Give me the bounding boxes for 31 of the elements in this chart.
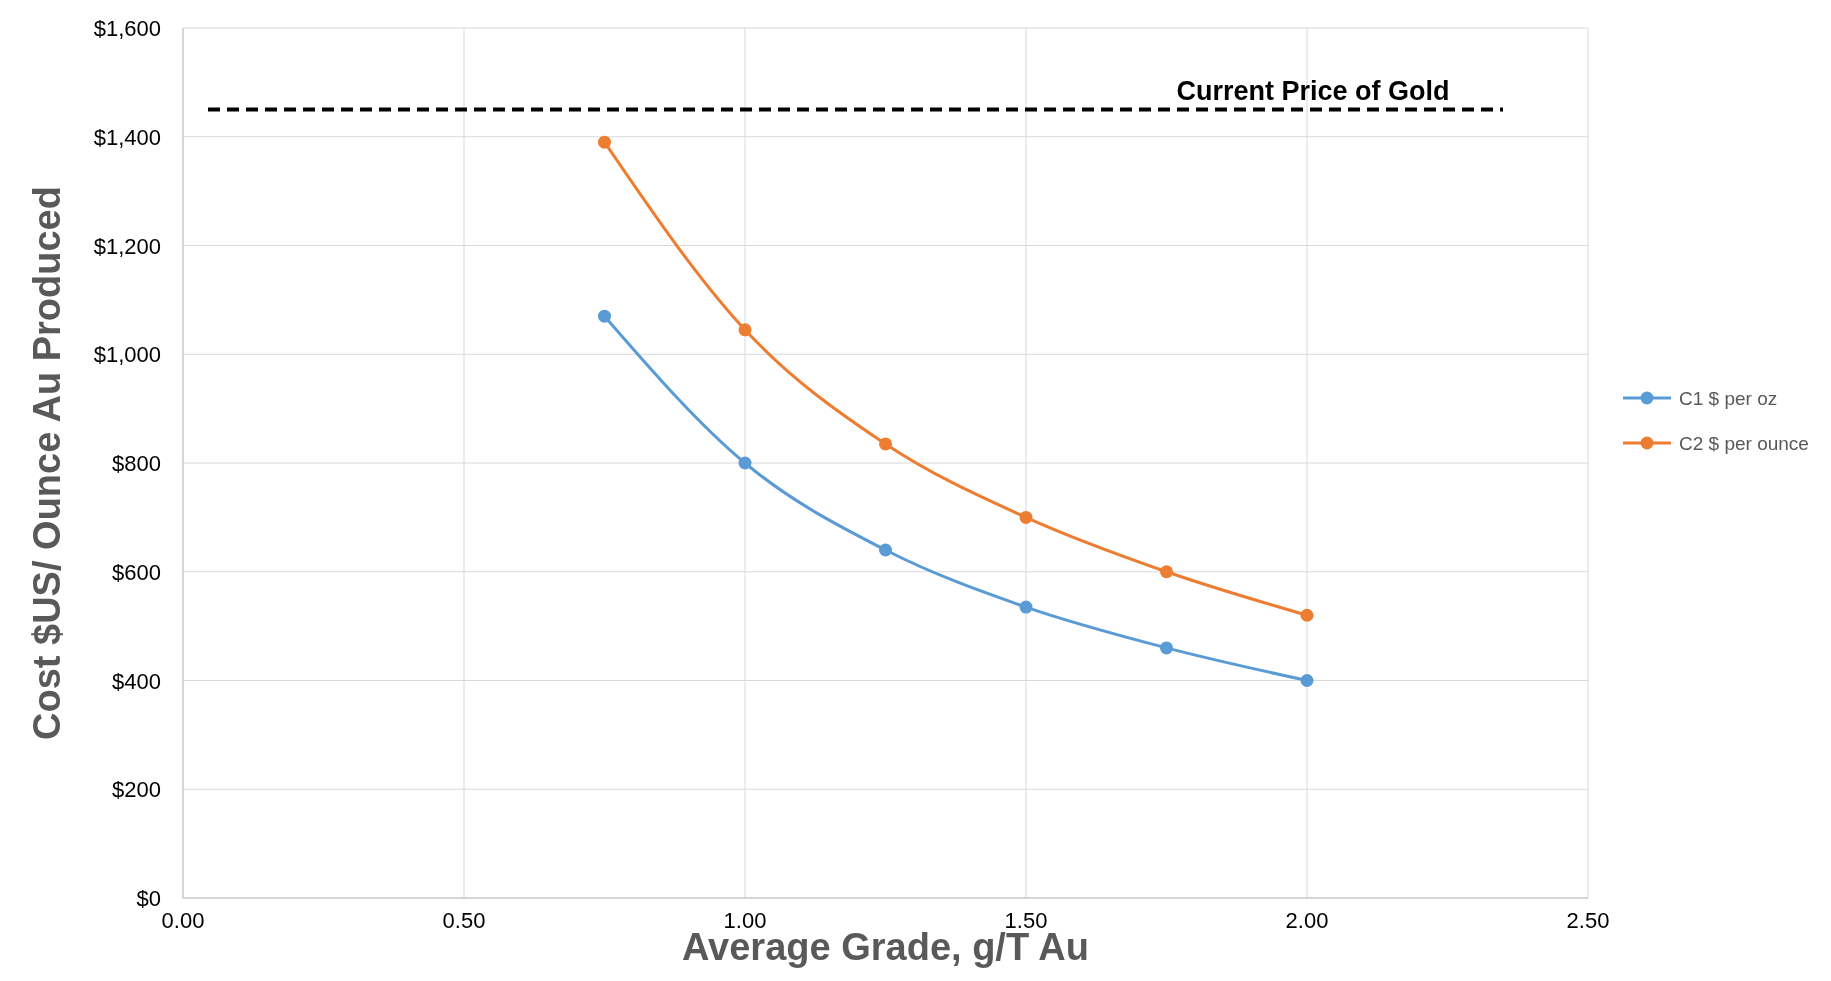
ref-line-label: Current Price of Gold xyxy=(1176,75,1450,106)
y-tick-label: $1,200 xyxy=(93,233,161,259)
point xyxy=(738,323,752,337)
y-tick-label: $400 xyxy=(112,668,161,694)
legend-label: C1 $ per oz xyxy=(1679,388,1778,409)
y-tick-label: $1,600 xyxy=(93,16,161,41)
x-tick-label: 1.50 xyxy=(1004,908,1048,933)
x-tick-label: 2.50 xyxy=(1566,908,1610,933)
y-tick-label: $200 xyxy=(112,777,161,803)
y-axis-title: Cost $US/ Ounce Au Produced xyxy=(26,186,68,740)
x-tick-label: 1.00 xyxy=(723,908,767,933)
point xyxy=(1019,600,1033,614)
legend-label: C2 $ per ounce xyxy=(1679,433,1809,454)
point xyxy=(879,543,892,557)
x-tick-label: 0.00 xyxy=(161,908,205,933)
point xyxy=(1300,608,1314,622)
point xyxy=(1019,510,1033,524)
y-tick-label: $0 xyxy=(136,886,161,911)
y-tick-label: $1,400 xyxy=(93,124,161,150)
point xyxy=(738,456,752,470)
y-tick-label: $600 xyxy=(112,559,161,585)
point xyxy=(598,309,611,323)
x-tick-label: 0.50 xyxy=(442,908,486,933)
point xyxy=(1300,674,1314,687)
point xyxy=(879,437,892,451)
point xyxy=(1160,565,1173,579)
x-tick-label: 2.00 xyxy=(1285,908,1329,933)
y-tick-label: $1,000 xyxy=(93,342,161,368)
y-tick-label: $800 xyxy=(112,451,161,476)
point xyxy=(1160,641,1173,655)
point xyxy=(598,135,611,149)
